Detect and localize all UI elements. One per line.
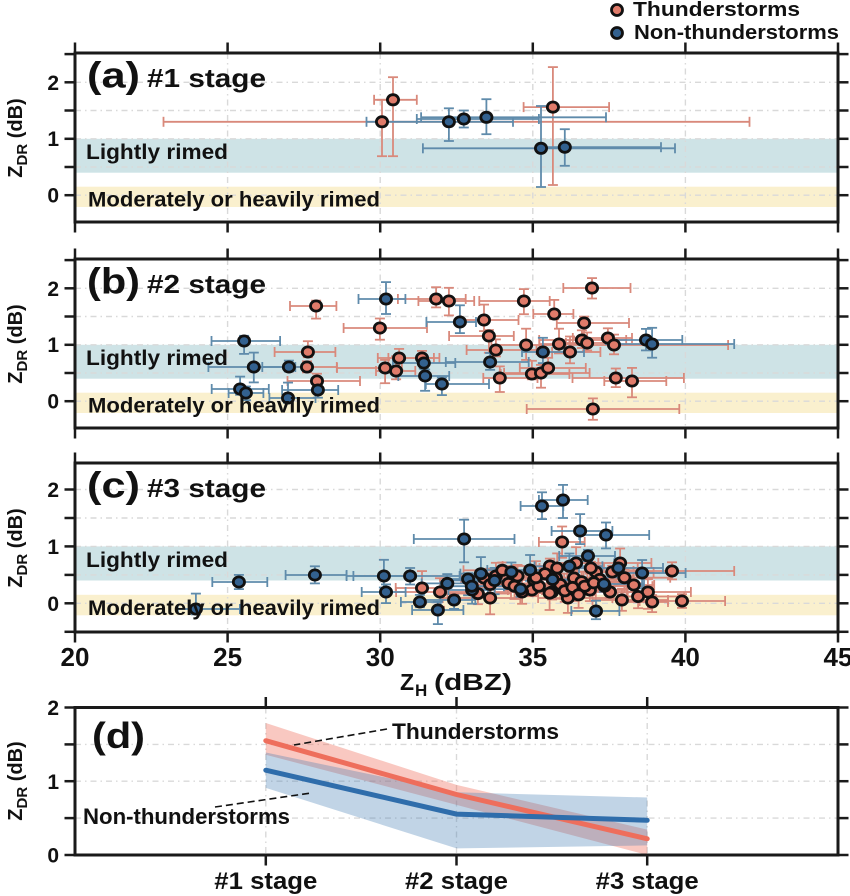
svg-text:2: 2 [47,479,59,502]
svg-text:0: 0 [47,391,59,414]
svg-text:Lightly rimed: Lightly rimed [86,549,228,572]
svg-text:2: 2 [47,72,59,95]
svg-text:Moderately or heavily rimed: Moderately or heavily rimed [88,597,380,620]
svg-text:0: 0 [47,845,59,868]
svg-text:(c): (c) [87,465,140,506]
svg-text:30: 30 [366,642,395,672]
svg-text:45: 45 [824,642,850,672]
svg-text:1: 1 [47,128,59,151]
svg-text:Non-thunderstorms: Non-thunderstorms [634,22,839,44]
svg-text:2: 2 [47,697,59,720]
svg-text:(b): (b) [87,261,140,302]
svg-text:#3 stage: #3 stage [596,868,699,895]
svg-text:Z: Z [400,669,414,695]
svg-text:40: 40 [671,642,700,672]
svg-text:#2 stage: #2 stage [147,269,266,299]
svg-text:1: 1 [47,536,59,559]
svg-text:#1 stage: #1 stage [147,63,266,93]
svg-text:Moderately or heavily rimed: Moderately or heavily rimed [88,189,380,212]
svg-text:Thunderstorms: Thunderstorms [392,719,559,744]
svg-text:Moderately or heavily rimed: Moderately or heavily rimed [88,395,380,418]
svg-text:Lightly rimed: Lightly rimed [86,141,228,164]
svg-text:2: 2 [47,278,59,301]
svg-text:Thunderstorms: Thunderstorms [633,0,800,21]
svg-text:(d): (d) [92,715,145,756]
svg-text:Non-thunderstorms: Non-thunderstorms [83,804,290,829]
svg-text:0: 0 [47,593,59,616]
svg-text:(a): (a) [87,55,140,96]
svg-text:ZDR (dB): ZDR (dB) [5,741,31,820]
svg-text:0: 0 [47,185,59,208]
svg-text:35: 35 [518,642,547,672]
svg-text:Lightly rimed: Lightly rimed [86,347,228,370]
svg-text:(dBZ): (dBZ) [434,669,512,695]
svg-text:#1 stage: #1 stage [214,868,317,895]
svg-text:#2 stage: #2 stage [405,868,508,895]
svg-text:1: 1 [47,771,59,794]
svg-text:#3 stage: #3 stage [147,473,266,503]
svg-text:20: 20 [61,642,90,672]
svg-text:H: H [415,681,427,700]
svg-text:1: 1 [47,334,59,357]
svg-text:25: 25 [213,642,242,672]
